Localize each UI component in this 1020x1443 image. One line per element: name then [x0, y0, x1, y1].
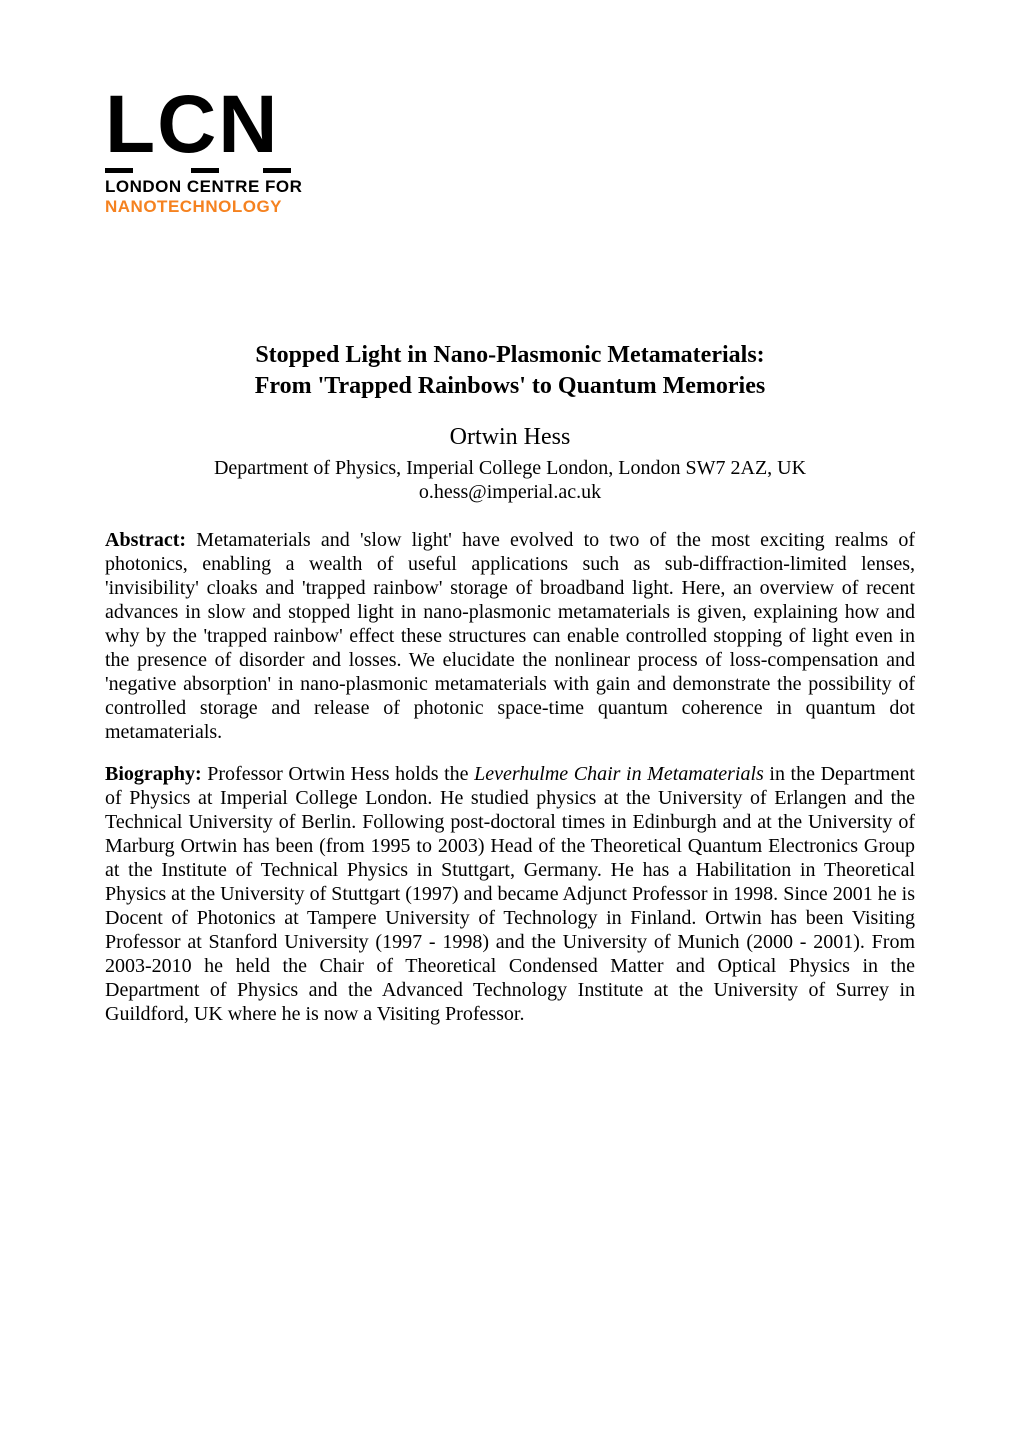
logo-subtitle-line1: LONDON CENTRE FOR [105, 177, 325, 197]
biography-section: Biography: Professor Ortwin Hess holds t… [105, 762, 915, 1026]
biography-label: Biography: [105, 763, 202, 785]
logo-main-text: LCN [105, 90, 325, 160]
affiliation-email: o.hess@imperial.ac.uk [419, 481, 601, 503]
biography-italic-chair: Leverhulme Chair in Metamaterials [474, 763, 764, 785]
logo-bar-decoration [105, 168, 325, 173]
author-name: Ortwin Hess [105, 422, 915, 453]
abstract-label: Abstract: [105, 529, 186, 551]
biography-text-before: Professor Ortwin Hess holds the [202, 763, 474, 785]
abstract-text: Metamaterials and 'slow light' have evol… [105, 529, 915, 743]
abstract-section: Abstract: Metamaterials and 'slow light'… [105, 528, 915, 744]
logo-subtitle-line2: NANOTECHNOLOGY [105, 197, 325, 217]
lcn-logo: LCN LONDON CENTRE FOR NANOTECHNOLOGY [105, 90, 325, 310]
title-line1: Stopped Light in Nano-Plasmonic Metamate… [255, 342, 764, 368]
author-affiliation: Department of Physics, Imperial College … [105, 456, 915, 504]
title-line2: From 'Trapped Rainbows' to Quantum Memor… [255, 373, 765, 399]
biography-text-after: in the Department of Physics at Imperial… [105, 763, 915, 1025]
affiliation-line1: Department of Physics, Imperial College … [214, 457, 806, 479]
document-title: Stopped Light in Nano-Plasmonic Metamate… [105, 340, 915, 402]
